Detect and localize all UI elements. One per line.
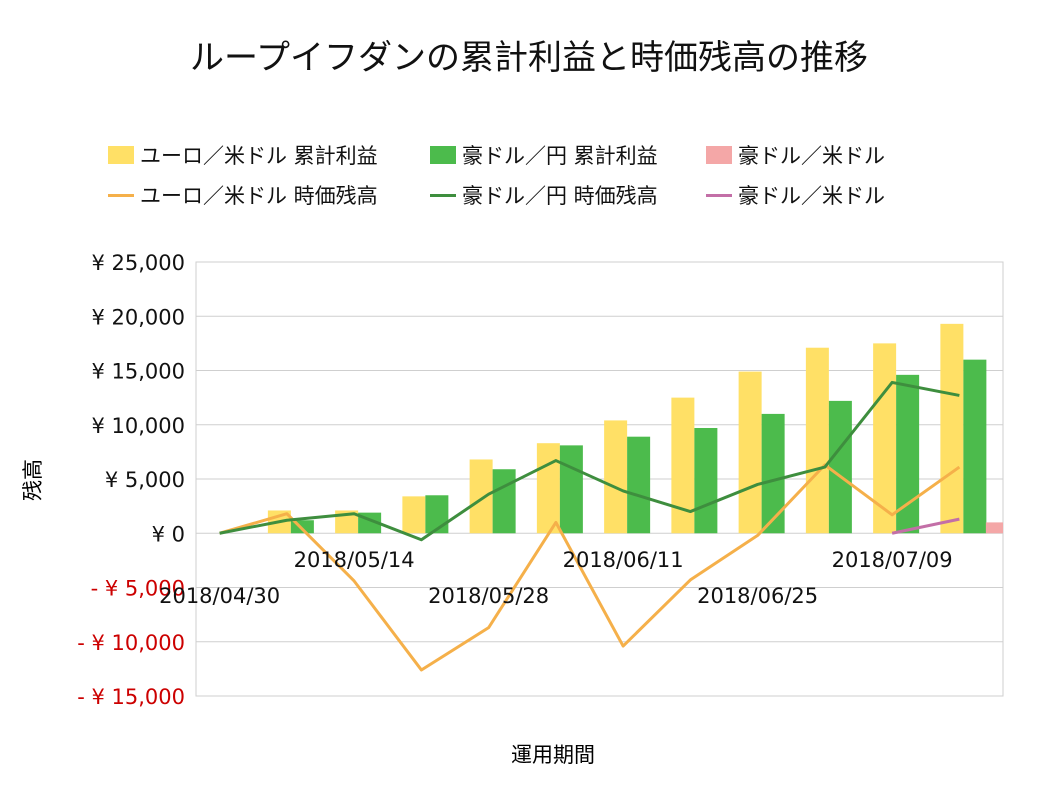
bar — [694, 428, 718, 534]
chart-title: ループイフダンの累計利益と時価残高の推移 — [190, 38, 868, 78]
legend-label: ユーロ／米ドル 時価残高 — [140, 184, 378, 208]
y-tick-label: ¥ 0 — [152, 522, 185, 546]
x-tick-labels: 2018/04/30 2018/05/14 2018/05/28 2018/06/11… — [159, 548, 953, 608]
plot-border — [195, 261, 1004, 697]
series-line — [891, 517, 960, 535]
bar — [559, 445, 583, 534]
series-line — [219, 380, 960, 542]
y-tick-label: ¥ 25,000 — [91, 251, 185, 275]
legend-label: 豪ドル／円 時価残高 — [462, 184, 658, 208]
bar — [805, 347, 829, 534]
bar — [738, 371, 762, 534]
bar — [671, 397, 695, 534]
bar — [402, 496, 426, 534]
x-tick-label: 2018/04/30 — [159, 584, 280, 608]
bar — [627, 436, 651, 534]
legend-label: 豪ドル／米ドル — [738, 184, 885, 208]
series-line — [219, 463, 961, 672]
bar — [873, 343, 897, 534]
gridlines — [195, 261, 1004, 697]
legend-swatch — [430, 193, 456, 197]
legend-swatch — [108, 146, 134, 164]
bar — [963, 359, 987, 534]
y-tick-label: - ¥ 15,000 — [77, 685, 185, 709]
x-tick-label: 2018/06/25 — [697, 584, 818, 608]
legend-label: 豪ドル／米ドル — [738, 144, 885, 168]
bar — [940, 323, 964, 534]
x-axis-label: 運用期間 — [511, 743, 595, 767]
bar — [536, 443, 560, 534]
bar — [985, 522, 1003, 534]
y-tick-label: - ¥ 10,000 — [77, 631, 185, 655]
x-tick-label: 2018/05/14 — [294, 548, 415, 572]
legend-swatch — [108, 193, 134, 197]
legend-label: 豪ドル／円 累計利益 — [462, 144, 658, 168]
bar — [492, 469, 516, 534]
legend-swatch — [706, 146, 732, 164]
legend-swatch — [430, 146, 456, 164]
legend-item-eurusd-profit: ユーロ／米ドル 累計利益 — [108, 140, 378, 170]
legend-swatch — [706, 193, 732, 197]
x-tick-label: 2018/05/28 — [428, 584, 549, 608]
legend-item-eurusd-value: ユーロ／米ドル 時価残高 — [108, 180, 378, 210]
legend-item-audjpy-profit: 豪ドル／円 累計利益 — [430, 140, 658, 170]
y-axis-label: 残高 — [21, 459, 45, 501]
x-tick-label: 2018/06/11 — [563, 548, 684, 572]
y-tick-label: - ¥ 5,000 — [91, 577, 185, 601]
lines — [219, 380, 961, 672]
bar — [896, 374, 920, 534]
legend-label: ユーロ／米ドル 累計利益 — [140, 144, 378, 168]
y-tick-label: ¥ 5,000 — [105, 468, 185, 492]
bar — [828, 400, 852, 534]
y-tick-label: ¥ 10,000 — [91, 414, 185, 438]
legend-item-audusd-profit: 豪ドル／米ドル — [706, 140, 885, 170]
legend-item-audjpy-value: 豪ドル／円 時価残高 — [430, 180, 658, 210]
bar — [604, 420, 628, 534]
x-tick-label: 2018/07/09 — [832, 548, 953, 572]
legend-item-audusd-value: 豪ドル／米ドル — [706, 180, 885, 210]
y-tick-labels: ¥ 25,000 ¥ 20,000 ¥ 15,000 ¥ 10,000 ¥ 5,000 ¥… — [77, 251, 185, 709]
bar — [761, 413, 785, 534]
y-tick-label: ¥ 15,000 — [91, 360, 185, 384]
y-tick-label: ¥ 20,000 — [91, 305, 185, 329]
bars — [267, 323, 1003, 534]
bar — [469, 459, 493, 534]
